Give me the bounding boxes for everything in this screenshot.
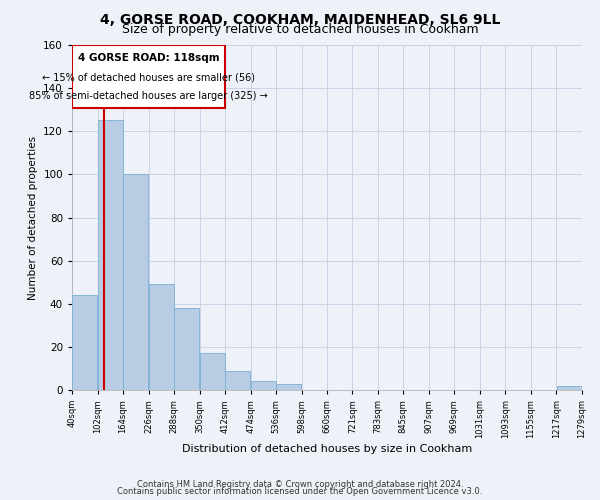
Y-axis label: Number of detached properties: Number of detached properties xyxy=(28,136,38,300)
Text: Size of property relative to detached houses in Cookham: Size of property relative to detached ho… xyxy=(122,22,478,36)
Bar xyxy=(149,284,174,390)
Text: 4, GORSE ROAD, COOKHAM, MAIDENHEAD, SL6 9LL: 4, GORSE ROAD, COOKHAM, MAIDENHEAD, SL6 … xyxy=(100,12,500,26)
Bar xyxy=(251,382,276,390)
Text: 4 GORSE ROAD: 118sqm: 4 GORSE ROAD: 118sqm xyxy=(78,54,220,64)
Text: Contains HM Land Registry data © Crown copyright and database right 2024.: Contains HM Land Registry data © Crown c… xyxy=(137,480,463,489)
Bar xyxy=(124,174,148,390)
Bar xyxy=(557,386,581,390)
Text: Contains public sector information licensed under the Open Government Licence v3: Contains public sector information licen… xyxy=(118,487,482,496)
Bar xyxy=(73,295,97,390)
Bar xyxy=(175,308,199,390)
Bar xyxy=(226,370,250,390)
Bar xyxy=(72,45,225,108)
Text: ← 15% of detached houses are smaller (56): ← 15% of detached houses are smaller (56… xyxy=(42,72,255,82)
X-axis label: Distribution of detached houses by size in Cookham: Distribution of detached houses by size … xyxy=(182,444,472,454)
Text: 85% of semi-detached houses are larger (325) →: 85% of semi-detached houses are larger (… xyxy=(29,91,268,101)
Bar xyxy=(277,384,301,390)
Bar xyxy=(200,354,225,390)
Bar xyxy=(98,120,123,390)
